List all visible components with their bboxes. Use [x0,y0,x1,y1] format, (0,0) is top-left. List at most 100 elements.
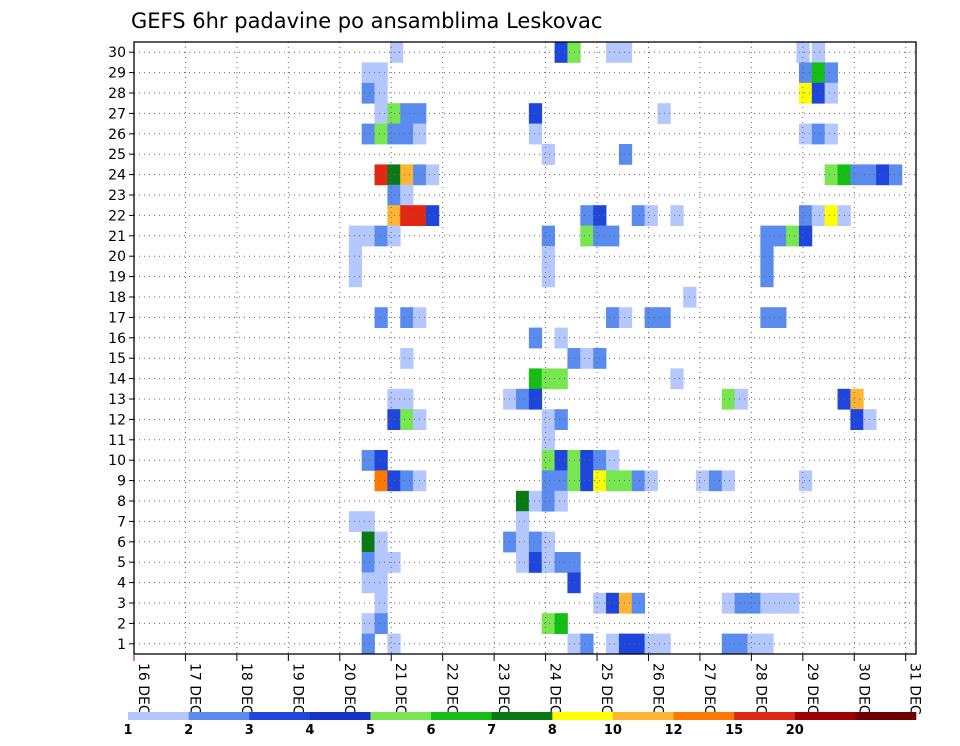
heatmap-cell [618,470,633,492]
plot-frame [133,41,917,655]
heatmap-cell [541,470,555,492]
colorbar-label: 8 [548,723,557,738]
heatmap-cell [361,82,375,104]
colorbar-label: 7 [487,723,496,738]
y-tick-label: 26 [108,127,126,143]
heatmap-cell [554,409,568,430]
heatmap-cell [374,123,388,145]
heatmap-cell [361,450,375,471]
heatmap-cell [580,450,594,471]
heatmap-cell [516,531,530,553]
heatmap-cell [554,450,568,471]
y-tick-label: 14 [108,372,126,388]
heatmap-cell [580,348,594,369]
heatmap-cell [824,164,838,186]
colorbar-segment [855,712,917,720]
y-tick-label: 13 [108,392,126,408]
heatmap-cell [361,633,375,655]
heatmap-cell [811,42,826,63]
y-tick-label: 18 [108,290,126,306]
heatmap-cell [850,164,864,186]
heatmap-cell [554,552,568,573]
heatmap-cell [721,470,736,492]
heatmap-cell [811,205,826,226]
y-tick-label: 4 [117,576,126,592]
colorbar-label: 20 [786,723,804,738]
heatmap-cell [786,225,800,247]
heatmap-cell [618,592,633,614]
heatmap-cell [389,42,404,63]
heatmap-cell [361,613,375,634]
heatmap-cell [734,633,748,655]
y-tick-label: 23 [108,188,126,204]
heatmap-cell [361,531,375,553]
heatmap-cell [670,205,684,226]
heatmap-cell [374,592,388,614]
colorbar-segment [309,712,371,720]
heatmap-cell [400,348,414,369]
heatmap-cell [631,470,646,492]
x-tick-label: 25 DEC [598,663,614,715]
heatmap-cell [798,205,813,226]
heatmap-cell [760,266,774,288]
colorbar-segment [431,712,492,720]
y-tick-label: 5 [117,555,126,571]
colorbar-label: 6 [427,723,436,738]
colorbar-label: 3 [245,723,254,738]
heatmap-cell [516,490,530,512]
colorbar-segment [612,712,674,720]
colorbar-segment [552,712,614,720]
heatmap-cell [374,613,388,634]
heatmap-cell [361,62,375,84]
heatmap-cell [374,82,388,104]
heatmap-cell [554,490,568,512]
heatmap-cell [374,164,388,186]
axes: 1234567891011121314151617181920212223242… [108,41,923,715]
y-tick-label: 20 [108,249,126,265]
x-tick-label: 21 DEC [392,663,408,715]
colorbar-segment [188,712,250,720]
grid-lines [133,42,916,654]
heatmap-cell [811,123,826,145]
heatmap-cell [554,327,568,349]
heatmap-cell [361,552,375,573]
colorbar-segment [491,712,553,720]
heatmap-cell [606,42,620,63]
heatmap-cell [400,470,414,492]
x-tick-label: 31 DEC [907,663,923,715]
colorbar-label: 1 [123,723,132,738]
heatmap-cell [580,225,594,247]
heatmap-cell [606,633,620,655]
heatmap-cell [400,307,414,328]
x-tick-label: 19 DEC [289,663,305,715]
colorbar-label: 2 [184,723,193,738]
y-tick-label: 2 [117,616,126,632]
heatmap-cell [631,205,646,226]
heatmap-cell [541,490,555,512]
y-tick-label: 1 [117,637,126,653]
heatmap-cell [760,225,774,247]
heatmap-cell [528,490,543,512]
heatmap-cell [541,450,555,471]
y-tick-label: 9 [117,474,126,490]
colorbar-label: 10 [604,723,622,738]
y-tick-label: 25 [108,147,126,163]
x-tick-label: 20 DEC [341,663,357,715]
heatmap-cell [516,552,530,573]
heatmap-cell [798,470,813,492]
heatmap-cell [721,592,736,614]
heatmap-cell [811,82,826,104]
x-tick-label: 24 DEC [547,663,563,715]
heatmap-cell [400,184,414,206]
heatmap-cell [400,388,414,410]
heatmap-cell [528,388,543,410]
y-tick-label: 19 [108,270,126,286]
heatmap-cell [374,572,388,594]
heatmap-cell [760,592,774,614]
heatmap-cell [644,307,658,328]
heatmap-cell [721,633,736,655]
y-tick-label: 11 [108,433,126,449]
x-tick-label: 27 DEC [701,663,717,715]
colorbar-segment [794,712,856,720]
heatmap-cell [760,307,774,328]
